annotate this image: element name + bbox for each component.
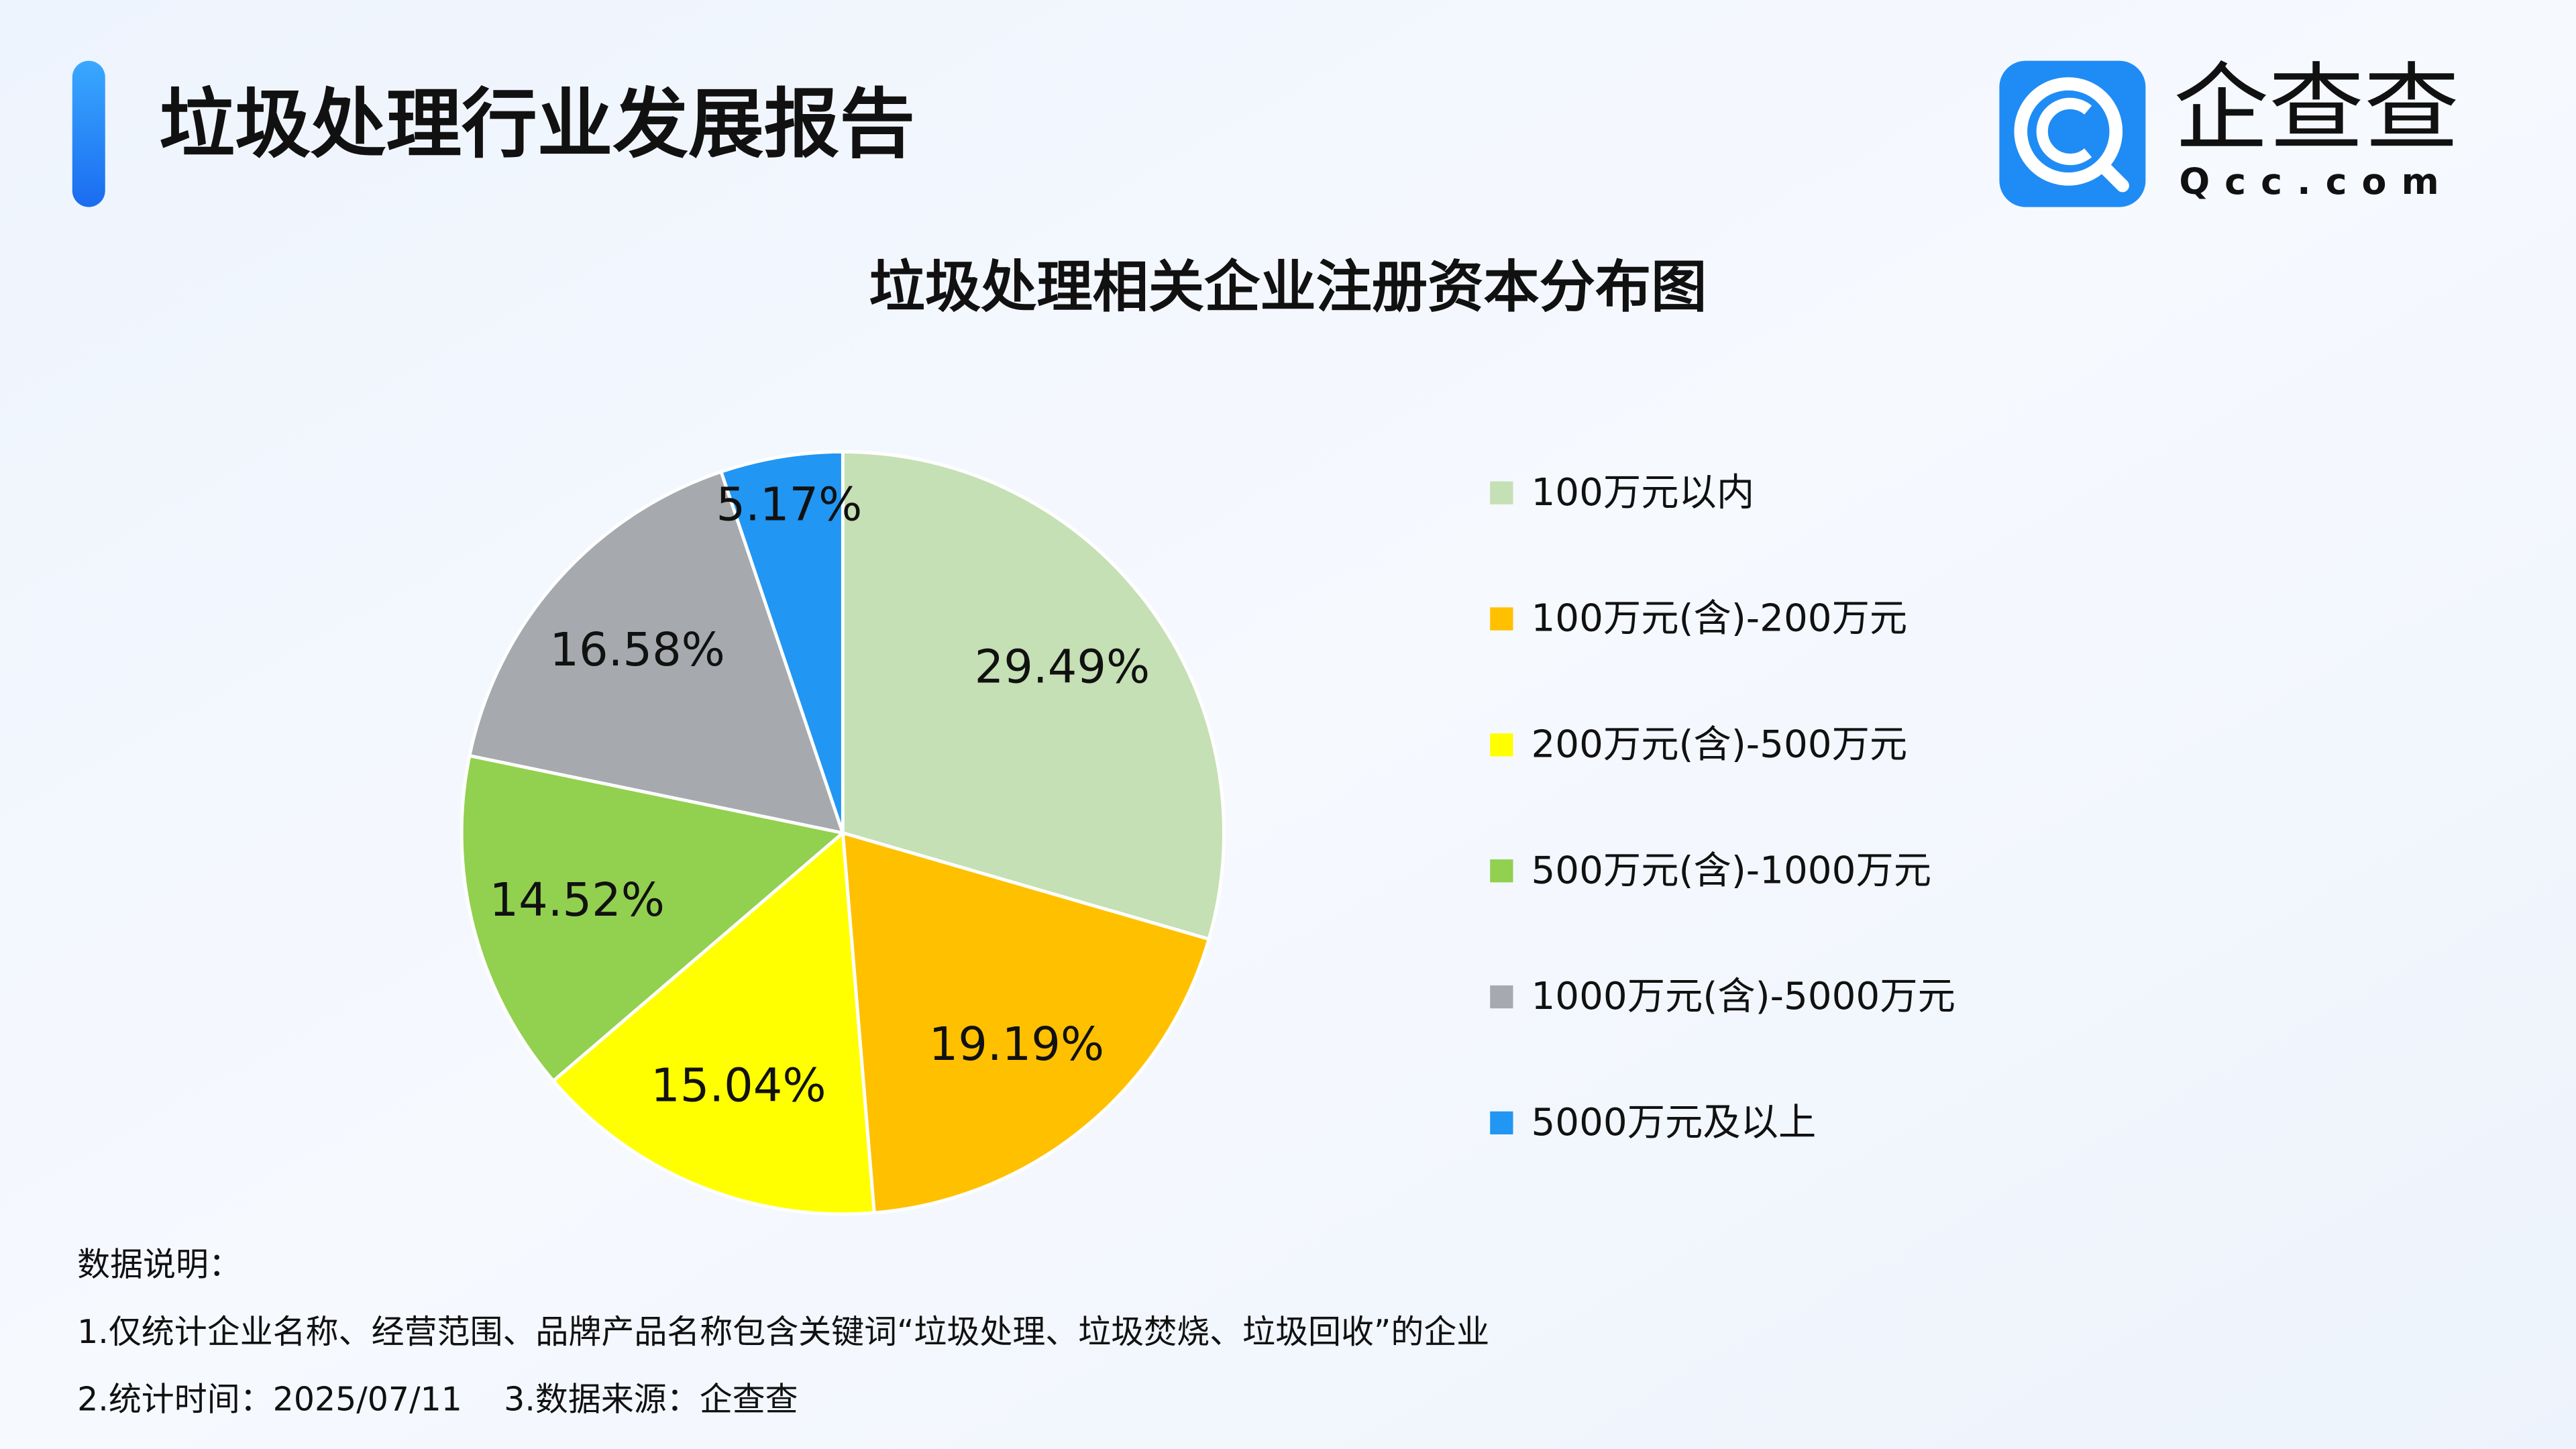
legend-swatch [1490, 1111, 1513, 1135]
logo-domain: Qcc.com [2179, 160, 2453, 203]
logo-c [2036, 97, 2092, 166]
accent-bar [72, 60, 105, 207]
legend-label: 100万元以内 [1531, 471, 1754, 515]
page-title: 垃圾处理行业发展报告 [160, 80, 915, 168]
data-label: 29.49% [975, 640, 1150, 694]
data-label: 19.19% [929, 1018, 1104, 1071]
legend-label: 200万元(含)-500万元 [1531, 722, 1907, 766]
legend-swatch [1490, 985, 1513, 1009]
pie: 29.49% 19.19% 15.04% 14.52% 16.58% 5.17% [460, 450, 1226, 1216]
pie-slice [468, 470, 846, 835]
legend-swatch [1490, 859, 1513, 883]
pie-slice [841, 450, 1226, 941]
pie-slice [718, 450, 845, 834]
notes-heading: 数据说明： [77, 1246, 241, 1284]
data-label: 15.04% [651, 1059, 826, 1112]
legend-label: 5000万元及以上 [1531, 1101, 1816, 1144]
legend-swatch [1490, 481, 1513, 504]
chart-title: 垃圾处理相关企业注册资本分布图 [869, 254, 1707, 319]
pie-slice [460, 753, 847, 1083]
pie-slice [841, 830, 1212, 1215]
data-label: 14.52% [489, 873, 664, 927]
logo-text: 企查查 [2174, 53, 2459, 164]
data-label: 5.17% [716, 478, 862, 531]
legend-swatch [1490, 733, 1513, 757]
legend-label: 100万元(含)-200万元 [1531, 597, 1907, 641]
legend-swatch [1490, 607, 1513, 631]
legend: 100万元以内 100万元(含)-200万元 200万元(含)-500万元 500万元… [1490, 471, 1955, 1144]
pie-slice [551, 829, 876, 1216]
note-line: 2.统计时间：2025/07/11 3.数据来源：企查查 [77, 1380, 798, 1418]
logo-ring [2014, 77, 2123, 186]
legend-label: 500万元(含)-1000万元 [1531, 849, 1931, 892]
logo-tail [2096, 159, 2129, 193]
legend-label: 1000万元(含)-5000万元 [1531, 975, 1955, 1018]
data-label: 16.58% [549, 623, 724, 677]
note-line: 1.仅统计企业名称、经营范围、品牌产品名称包含关键词“垃圾处理、垃圾焚烧、垃圾回… [77, 1313, 1489, 1351]
